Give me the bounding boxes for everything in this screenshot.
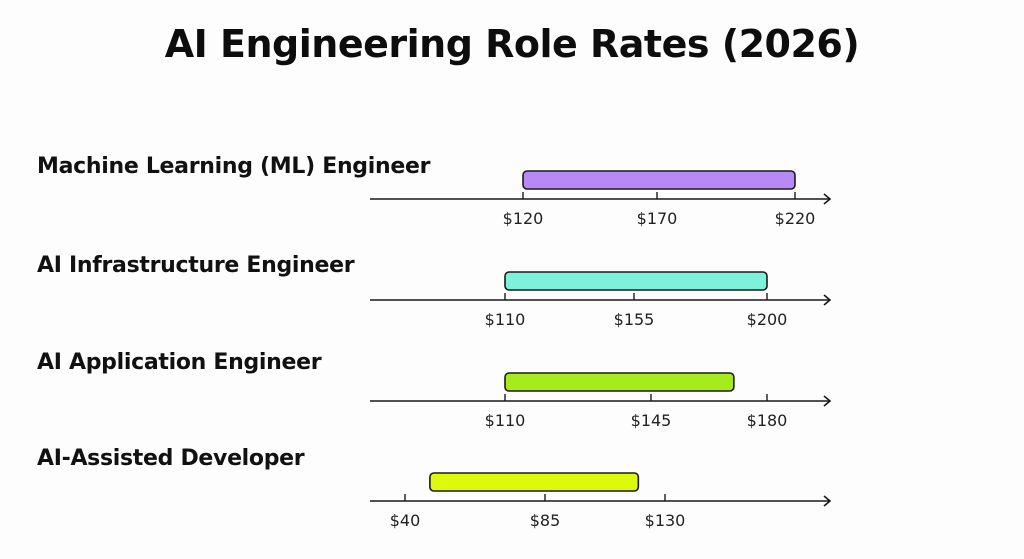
tick-label-ai-application-engineer-1: $145 — [631, 411, 672, 430]
axis-arrow-icon-ai-assisted-developer — [823, 495, 832, 507]
axis-arrow-icon-ai-infrastructure-engineer — [823, 294, 832, 306]
tick-label-ai-infrastructure-engineer-1: $155 — [614, 310, 655, 329]
row-label-ai-application-engineer: AI Application Engineer — [37, 350, 322, 375]
range-bar-ai-application-engineer — [504, 372, 735, 392]
tick-label-machine-learning-ml-engineer-0: $120 — [503, 209, 544, 228]
row-label-ml-engineer: Machine Learning (ML) Engineer — [37, 154, 431, 179]
tick-label-ai-application-engineer-2: $180 — [747, 411, 788, 430]
range-bar-machine-learning-ml-engineer — [522, 170, 796, 190]
row-label-ai-assisted-developer: AI-Assisted Developer — [37, 446, 305, 471]
tick-label-machine-learning-ml-engineer-2: $220 — [775, 209, 816, 228]
tick-label-machine-learning-ml-engineer-1: $170 — [637, 209, 678, 228]
axis-arrow-icon-machine-learning-ml-engineer — [823, 193, 832, 205]
tick-label-ai-infrastructure-engineer-2: $200 — [747, 310, 788, 329]
range-bar-ai-assisted-developer — [429, 472, 640, 492]
chart-title: AI Engineering Role Rates (2026) — [164, 22, 860, 66]
tick-label-ai-assisted-developer-0: $40 — [390, 511, 421, 530]
row-label-ai-infrastructure-engineer: AI Infrastructure Engineer — [37, 253, 355, 278]
tick-label-ai-application-engineer-0: $110 — [485, 411, 526, 430]
axis-arrow-icon-ai-application-engineer — [823, 395, 832, 407]
tick-label-ai-infrastructure-engineer-0: $110 — [485, 310, 526, 329]
tick-label-ai-assisted-developer-1: $85 — [530, 511, 561, 530]
tick-label-ai-assisted-developer-2: $130 — [645, 511, 686, 530]
range-bar-ai-infrastructure-engineer — [504, 271, 768, 291]
